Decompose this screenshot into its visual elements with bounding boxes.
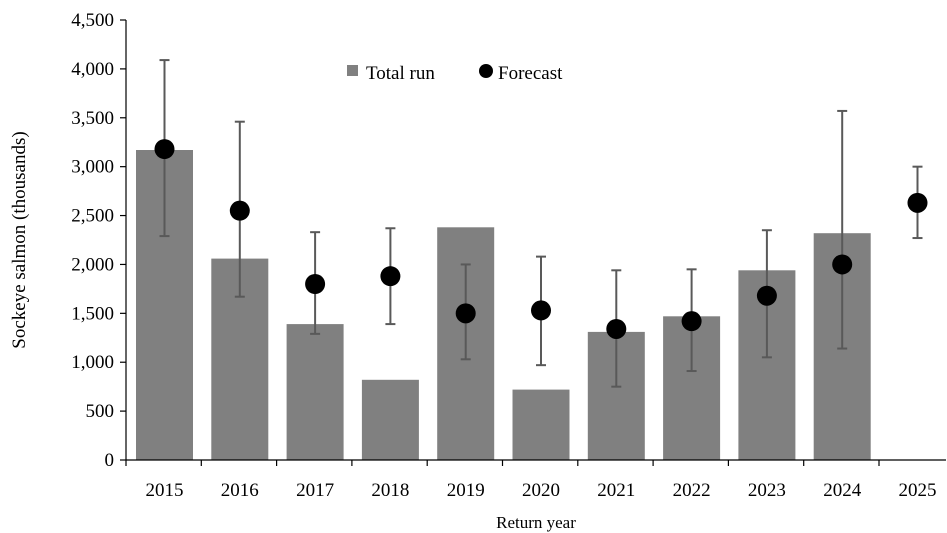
x-tick-label: 2023 bbox=[748, 480, 786, 501]
bars-layer bbox=[136, 150, 871, 460]
y-axis-title: Sockeye salmon (thousands) bbox=[9, 131, 30, 348]
forecast-point-2016 bbox=[229, 200, 250, 221]
y-tick-label: 0 bbox=[105, 450, 115, 471]
y-tick-label: 4,500 bbox=[71, 10, 114, 31]
x-tick-label: 2024 bbox=[823, 480, 862, 501]
x-ticks-layer: 2015 2016 2017 2018 2019 2020 2021 2022 2023 2024… bbox=[125, 460, 937, 501]
x-tick-label: 2019 bbox=[447, 480, 485, 501]
legend-forecast-marker bbox=[479, 64, 493, 78]
forecast-point-2022 bbox=[681, 311, 702, 332]
forecast-point-2019 bbox=[455, 303, 476, 324]
forecast-point-2015 bbox=[154, 139, 175, 160]
x-axis-title: Return year bbox=[496, 513, 576, 532]
bar-2018 bbox=[361, 379, 419, 460]
error-bars-layer bbox=[159, 59, 923, 388]
legend: Total run Forecast bbox=[347, 63, 563, 84]
x-tick-label: 2015 bbox=[146, 480, 184, 501]
x-tick-label: 2018 bbox=[371, 480, 409, 501]
y-tick-label: 500 bbox=[86, 401, 115, 422]
forecast-point-2024 bbox=[832, 254, 853, 275]
bar-2020 bbox=[512, 389, 570, 460]
y-tick-label: 2,500 bbox=[71, 206, 114, 227]
forecast-point-2018 bbox=[380, 266, 401, 287]
bar-2017 bbox=[286, 324, 344, 460]
y-tick-label: 1,500 bbox=[71, 303, 114, 324]
forecast-point-2021 bbox=[606, 318, 627, 339]
axes-layer bbox=[125, 20, 946, 461]
y-ticks-layer: 0 500 1,000 1,500 2,000 2,500 3,000 3,500 4,000 4… bbox=[71, 10, 126, 471]
x-tick-label: 2016 bbox=[221, 480, 259, 501]
forecast-point-2020 bbox=[531, 300, 551, 321]
x-tick-label: 2017 bbox=[296, 480, 334, 501]
forecast-point-2023 bbox=[756, 285, 777, 306]
forecast-point-2025 bbox=[907, 192, 928, 213]
forecast-point-2017 bbox=[305, 274, 326, 294]
y-tick-label: 4,000 bbox=[71, 59, 114, 80]
x-tick-label: 2022 bbox=[673, 480, 711, 501]
y-tick-label: 2,000 bbox=[71, 254, 114, 275]
x-tick-label: 2021 bbox=[597, 480, 635, 501]
x-tick-label: 2025 bbox=[899, 480, 937, 501]
y-tick-label: 1,000 bbox=[71, 352, 114, 373]
legend-total-run-swatch bbox=[347, 65, 358, 76]
legend-total-run-label: Total run bbox=[366, 63, 435, 84]
points-layer bbox=[154, 139, 928, 339]
y-tick-label: 3,500 bbox=[71, 108, 114, 129]
x-tick-label: 2020 bbox=[522, 480, 560, 501]
legend-forecast-label: Forecast bbox=[498, 63, 563, 84]
y-tick-label: 3,000 bbox=[71, 157, 114, 178]
